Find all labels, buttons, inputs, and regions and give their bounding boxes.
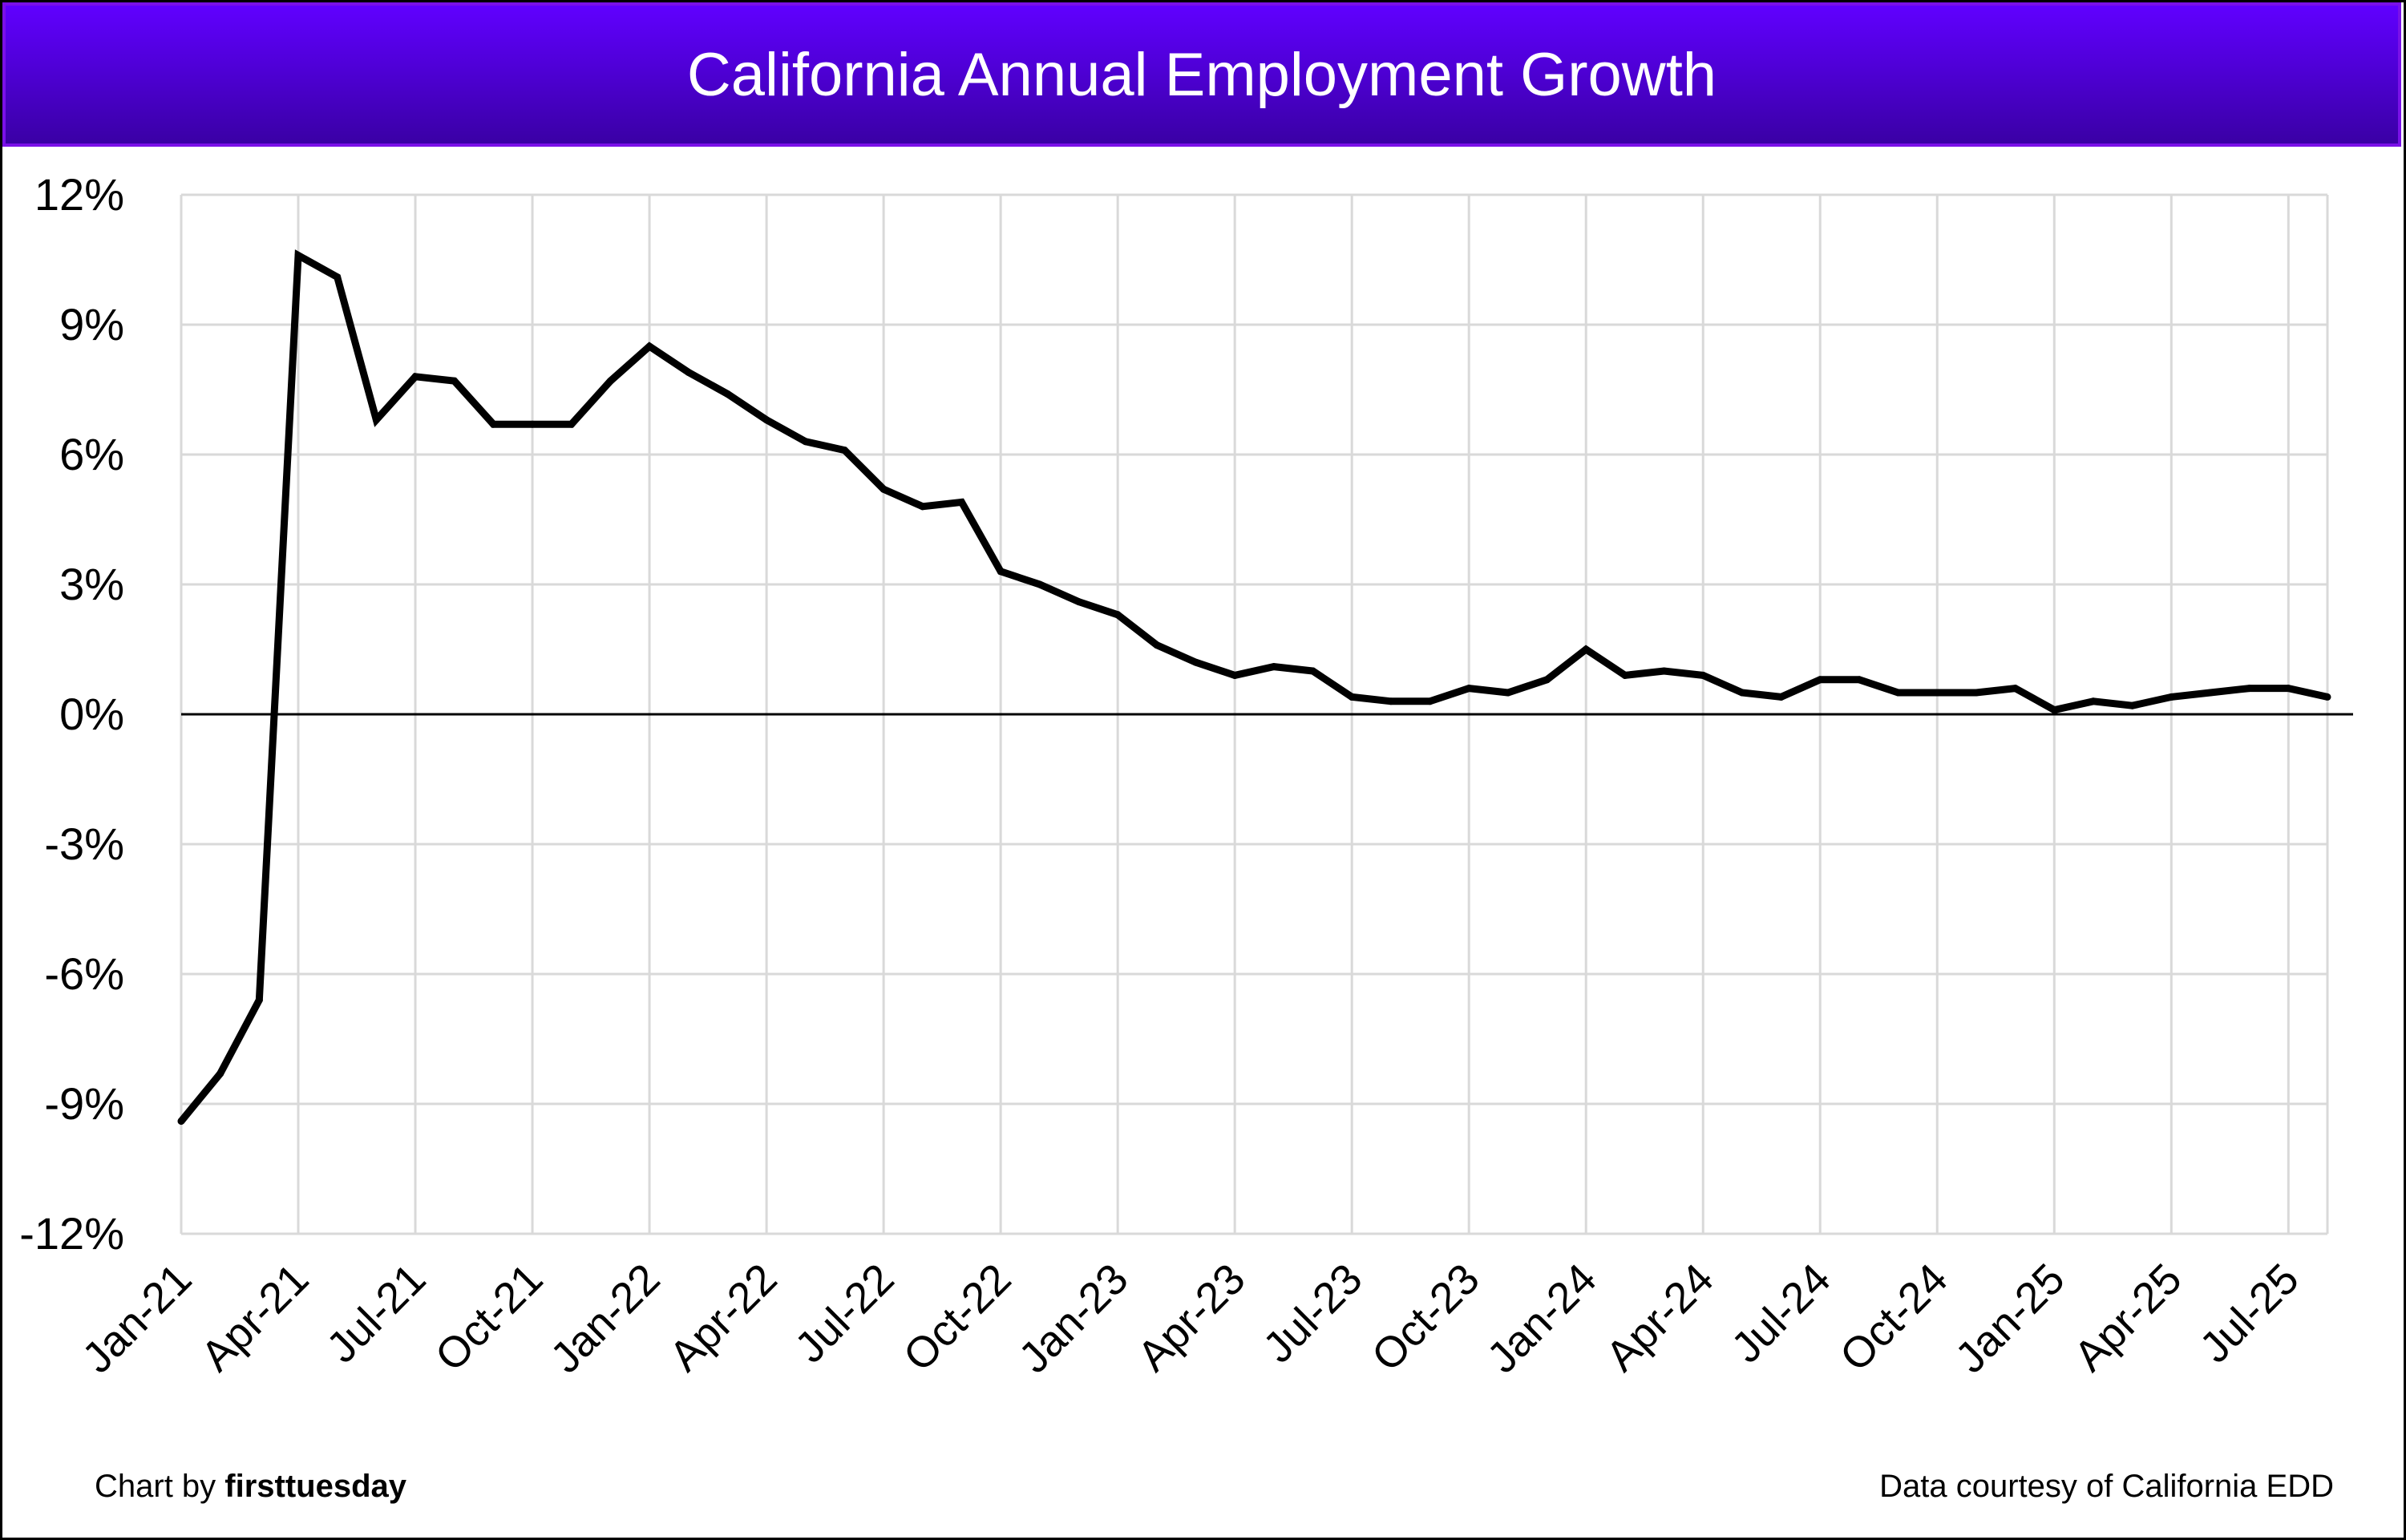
data-point-Jul-24 (1816, 676, 1824, 684)
x-tick-label: Apr-23 (1129, 1255, 1255, 1380)
data-point-Feb-21 (216, 1069, 224, 1077)
data-point-Sep-23 (1426, 697, 1434, 705)
data-point-Oct-23 (1465, 685, 1473, 693)
data-point-Feb-23 (1153, 641, 1161, 649)
data-point-Feb-24 (1621, 671, 1629, 679)
x-tick-label: Jan-21 (73, 1255, 200, 1382)
data-point-Jul-25 (2284, 685, 2292, 693)
data-point-Aug-23 (1387, 697, 1395, 705)
data-point-Aug-25 (2323, 693, 2331, 701)
y-tick-label: 12% (34, 169, 124, 220)
x-tick-label: Jan-24 (1478, 1255, 1606, 1382)
data-point-Jan-23 (1114, 611, 1122, 619)
credit-brand: firsttuesday (224, 1469, 407, 1504)
data-point-Jul-22 (880, 485, 888, 493)
x-tick-label: Jan-23 (1009, 1255, 1137, 1382)
x-tick-label: Jul-23 (1254, 1255, 1371, 1372)
data-point-Mar-21 (255, 996, 263, 1004)
credit-prefix: Chart by (95, 1469, 225, 1504)
data-point-May-23 (1270, 663, 1278, 671)
chart-credit: Chart by firsttuesday (95, 1469, 406, 1505)
x-tick-label: Jul-22 (786, 1255, 903, 1372)
data-point-Nov-22 (1036, 580, 1044, 588)
data-source: Data courtesy of California EDD (1879, 1469, 2334, 1504)
x-tick-label: Oct-23 (1363, 1255, 1489, 1380)
y-tick-label: -3% (44, 819, 124, 869)
x-tick-label: Oct-24 (1831, 1255, 1957, 1380)
data-point-Aug-22 (919, 503, 927, 511)
data-point-Mar-24 (1660, 667, 1668, 675)
data-point-Jan-25 (2050, 706, 2058, 714)
data-point-Sep-22 (957, 498, 965, 506)
data-point-Dec-22 (1074, 598, 1082, 606)
x-tick-label: Oct-21 (427, 1255, 552, 1380)
chart-title: California Annual Employment Growth (686, 40, 1717, 109)
data-point-Sep-24 (1894, 689, 1903, 697)
data-point-Jul-21 (411, 373, 419, 381)
data-point-Oct-24 (1933, 689, 1941, 697)
y-tick-label: -6% (44, 948, 124, 999)
data-point-Dec-24 (2012, 685, 2020, 693)
y-tick-label: -12% (19, 1208, 124, 1259)
title-bar: California Annual Employment Growth (2, 2, 2401, 147)
data-point-Jan-24 (1582, 645, 1590, 653)
data-point-Nov-24 (1972, 689, 1980, 697)
y-tick-label: -9% (44, 1078, 124, 1129)
series-line-employment-growth (178, 249, 2328, 1124)
data-point-Jun-23 (1309, 667, 1317, 675)
data-point-Mar-25 (2129, 701, 2137, 709)
data-point-May-21 (334, 273, 342, 281)
data-point-Nov-21 (568, 420, 576, 428)
data-point-Apr-22 (762, 416, 770, 424)
x-tick-label: Jan-25 (1947, 1255, 2074, 1382)
data-point-Feb-22 (685, 368, 693, 376)
data-point-Jun-24 (1777, 693, 1785, 701)
data-point-Apr-21 (294, 252, 302, 260)
x-tick-label: Apr-25 (2065, 1255, 2191, 1380)
data-point-Aug-21 (451, 377, 459, 385)
data-point-Dec-23 (1543, 676, 1551, 684)
data-point-Jun-25 (2246, 685, 2254, 693)
x-tick-label: Oct-22 (895, 1255, 1021, 1380)
x-tick-label: Jul-25 (2190, 1255, 2307, 1372)
data-point-Apr-25 (2167, 693, 2175, 701)
data-point-Nov-23 (1504, 689, 1512, 697)
data-point-Mar-22 (723, 390, 731, 398)
data-point-Apr-23 (1231, 671, 1239, 679)
data-point-Sep-21 (489, 420, 497, 428)
y-tick-label: 3% (59, 559, 124, 609)
data-point-May-25 (2206, 689, 2214, 697)
data-point-May-22 (802, 438, 810, 446)
data-point-Oct-21 (528, 420, 536, 428)
data-point-Apr-24 (1699, 671, 1707, 679)
data-point-Jun-22 (840, 447, 848, 455)
data-point-Jan-21 (177, 1118, 185, 1126)
data-point-Feb-25 (2089, 697, 2097, 705)
x-tick-label: Jul-24 (1722, 1255, 1839, 1372)
x-tick-label: Apr-24 (1597, 1255, 1723, 1380)
data-point-Jan-22 (645, 342, 653, 350)
y-tick-label: 6% (59, 429, 124, 479)
data-point-May-24 (1738, 689, 1746, 697)
x-tick-label: Jan-22 (541, 1255, 669, 1382)
data-point-Jun-21 (372, 416, 380, 424)
x-tick-label: Jul-21 (317, 1255, 435, 1372)
data-point-Oct-22 (997, 568, 1005, 576)
data-point-Aug-24 (1855, 676, 1863, 684)
data-point-Jul-23 (1348, 693, 1356, 701)
data-point-Mar-23 (1191, 658, 1199, 666)
x-tick-label: Apr-21 (192, 1255, 317, 1380)
x-tick-label: Apr-22 (661, 1255, 786, 1380)
y-tick-label: 0% (59, 689, 124, 739)
data-point-Dec-21 (606, 377, 614, 385)
y-tick-label: 9% (59, 299, 124, 350)
